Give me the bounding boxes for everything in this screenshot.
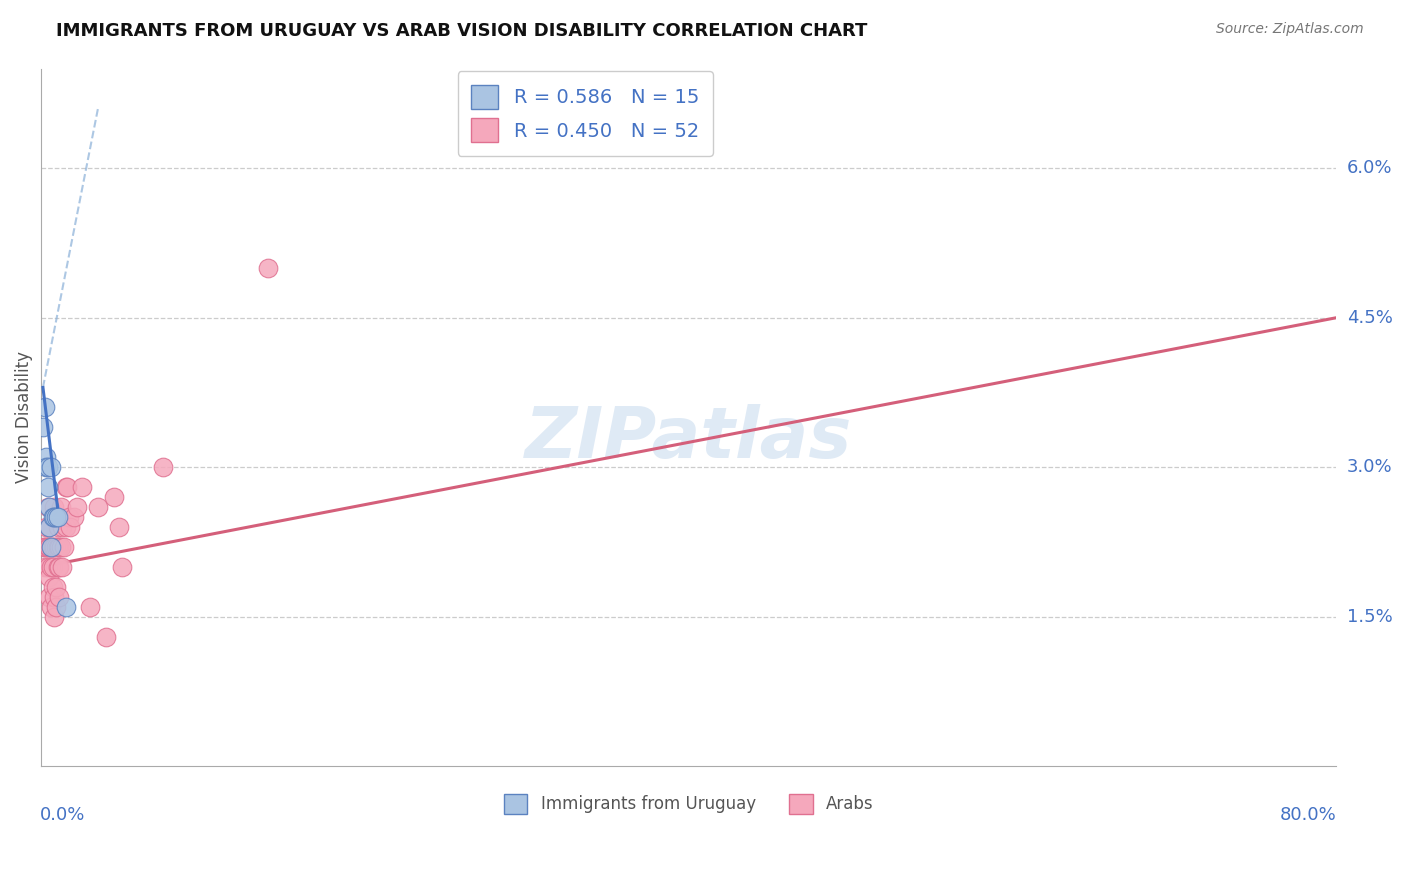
Point <box>45 540 67 554</box>
Point <box>70 480 93 494</box>
Point <box>62 510 84 524</box>
Point <box>34 401 56 415</box>
Point <box>39 599 62 614</box>
Point <box>39 540 62 554</box>
Point <box>79 599 101 614</box>
Point <box>44 590 66 604</box>
Point <box>38 500 60 514</box>
Point <box>46 540 69 554</box>
Point <box>46 520 69 534</box>
Point <box>48 540 70 554</box>
Text: 6.0%: 6.0% <box>1347 159 1392 178</box>
Point <box>66 500 89 514</box>
Point <box>37 480 59 494</box>
Point <box>103 490 125 504</box>
Point <box>37 500 59 514</box>
Point <box>44 500 66 514</box>
Point <box>38 590 60 604</box>
Point <box>49 540 72 554</box>
Point <box>45 510 67 524</box>
Point <box>44 540 66 554</box>
Text: IMMIGRANTS FROM URUGUAY VS ARAB VISION DISABILITY CORRELATION CHART: IMMIGRANTS FROM URUGUAY VS ARAB VISION D… <box>56 22 868 40</box>
Point <box>35 460 58 475</box>
Point <box>49 500 72 514</box>
Point <box>56 480 79 494</box>
Point <box>32 540 55 554</box>
Text: Source: ZipAtlas.com: Source: ZipAtlas.com <box>1216 22 1364 37</box>
Point <box>152 460 174 475</box>
Point <box>37 460 59 475</box>
Text: 0.0%: 0.0% <box>39 806 86 824</box>
Point <box>35 450 58 465</box>
Point <box>38 540 60 554</box>
Y-axis label: Vision Disability: Vision Disability <box>15 351 32 483</box>
Point <box>35 520 58 534</box>
Point <box>46 510 69 524</box>
Point <box>108 520 131 534</box>
Point <box>53 540 76 554</box>
Point <box>44 609 66 624</box>
Point <box>41 510 63 524</box>
Point <box>55 599 77 614</box>
Point <box>37 540 59 554</box>
Legend: Immigrants from Uruguay, Arabs: Immigrants from Uruguay, Arabs <box>498 787 880 821</box>
Point <box>94 630 117 644</box>
Point <box>38 520 60 534</box>
Point <box>34 560 56 574</box>
Text: 3.0%: 3.0% <box>1347 458 1392 476</box>
Point <box>58 510 80 524</box>
Point <box>59 520 82 534</box>
Point <box>38 520 60 534</box>
Point <box>39 540 62 554</box>
Point <box>39 560 62 574</box>
Point <box>38 570 60 584</box>
Point <box>51 520 73 534</box>
Point <box>41 580 63 594</box>
Text: ZIPatlas: ZIPatlas <box>526 404 852 473</box>
Point <box>39 460 62 475</box>
Point <box>45 580 67 594</box>
Point <box>44 510 66 524</box>
Text: 1.5%: 1.5% <box>1347 607 1392 625</box>
Point <box>257 260 280 275</box>
Text: 80.0%: 80.0% <box>1279 806 1337 824</box>
Point <box>48 560 70 574</box>
Point <box>48 590 70 604</box>
Point <box>41 540 63 554</box>
Point <box>35 540 58 554</box>
Point <box>34 540 56 554</box>
Point <box>46 560 69 574</box>
Point <box>55 520 77 534</box>
Point <box>55 480 77 494</box>
Point <box>45 599 67 614</box>
Text: 4.5%: 4.5% <box>1347 309 1393 326</box>
Point <box>41 560 63 574</box>
Point <box>87 500 110 514</box>
Point <box>111 560 134 574</box>
Point <box>37 560 59 574</box>
Point <box>32 420 55 434</box>
Point <box>51 560 73 574</box>
